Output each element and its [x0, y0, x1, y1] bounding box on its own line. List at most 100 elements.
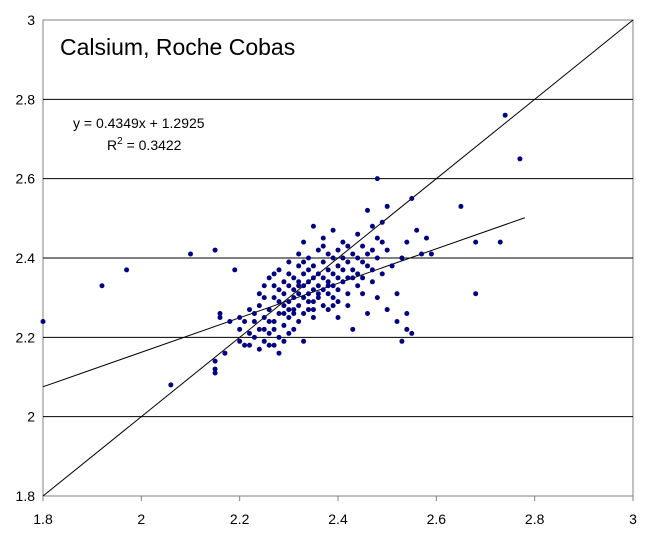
data-point: [276, 334, 282, 340]
data-point: [301, 295, 307, 301]
data-point: [212, 358, 218, 364]
data-point: [379, 219, 385, 225]
data-point: [261, 283, 267, 289]
data-point: [281, 338, 287, 344]
data-point: [345, 291, 351, 297]
data-point: [320, 275, 326, 281]
data-point: [271, 271, 277, 277]
data-point: [365, 207, 370, 213]
data-point: [251, 334, 257, 340]
data-point: [237, 315, 243, 320]
data-point: [306, 279, 311, 285]
data-point: [458, 203, 464, 209]
data-point: [281, 291, 287, 297]
data-point: [404, 311, 410, 317]
reference-lines: [42, 19, 634, 497]
data-point: [428, 251, 434, 257]
data-point: [414, 227, 420, 233]
y-tick-label: 2.2: [16, 329, 36, 345]
x-tick-label: 2.8: [525, 511, 545, 527]
data-point: [379, 239, 385, 245]
data-point: [360, 275, 366, 281]
x-tick-label: 2.4: [328, 511, 348, 527]
data-points: [40, 112, 523, 388]
data-point: [301, 259, 307, 265]
x-tick-label: 1.8: [33, 511, 53, 527]
x-tick-label: 2.2: [230, 511, 250, 527]
data-point: [296, 318, 302, 324]
data-point: [335, 247, 341, 253]
data-point: [247, 342, 252, 348]
data-point: [399, 255, 405, 261]
data-point: [325, 307, 331, 313]
data-point: [310, 299, 316, 305]
data-point: [281, 322, 287, 328]
data-point: [271, 318, 277, 324]
data-point: [399, 338, 405, 344]
data-point: [281, 311, 287, 317]
data-point: [404, 239, 410, 245]
data-point: [310, 263, 316, 269]
data-point: [325, 291, 331, 297]
r-squared-prefix: R: [107, 137, 117, 153]
data-point: [301, 311, 307, 317]
data-point: [497, 239, 503, 245]
data-point: [350, 275, 356, 281]
data-point: [291, 311, 297, 317]
y-tick-label: 2.4: [16, 250, 36, 266]
data-point: [291, 287, 297, 293]
data-point: [335, 275, 341, 281]
data-point: [261, 295, 267, 301]
data-point: [296, 279, 302, 285]
data-point: [291, 307, 297, 313]
data-point: [345, 303, 351, 309]
data-point: [320, 259, 326, 265]
data-point: [394, 318, 400, 324]
data-point: [320, 287, 326, 293]
data-point: [355, 283, 361, 289]
data-point: [301, 271, 307, 277]
data-point: [296, 263, 302, 269]
data-point: [473, 239, 479, 245]
data-point: [256, 326, 262, 332]
data-point: [350, 251, 356, 257]
data-point: [276, 299, 282, 305]
data-point: [335, 299, 341, 305]
data-point: [271, 295, 277, 301]
data-point: [212, 370, 218, 376]
data-point: [315, 247, 321, 253]
data-point: [256, 303, 262, 309]
identity-line: [42, 19, 634, 497]
data-point: [286, 315, 292, 320]
data-point: [310, 315, 316, 320]
data-point: [188, 251, 193, 257]
data-point: [222, 350, 228, 356]
trendline-equation: y = 0.4349x + 1.2925: [73, 115, 205, 131]
data-point: [355, 231, 361, 237]
data-point: [330, 303, 336, 309]
data-point: [374, 235, 380, 241]
data-point: [306, 255, 311, 261]
data-point: [365, 251, 370, 257]
data-point: [374, 255, 380, 261]
trendline: [42, 217, 525, 388]
data-point: [355, 271, 361, 277]
data-point: [320, 243, 326, 249]
data-point: [345, 259, 351, 265]
data-point: [310, 307, 316, 313]
data-point: [394, 291, 400, 297]
data-point: [301, 239, 307, 245]
data-point: [266, 275, 272, 281]
data-point: [315, 291, 321, 297]
data-point: [247, 330, 252, 336]
data-point: [325, 283, 331, 289]
data-point: [237, 338, 243, 344]
data-point: [473, 291, 479, 297]
r-squared-superscript: 2: [117, 136, 123, 147]
data-point: [369, 223, 375, 229]
data-point: [124, 267, 130, 273]
data-point: [389, 263, 395, 269]
data-point: [365, 263, 370, 269]
data-point: [237, 326, 243, 332]
data-point: [286, 307, 292, 313]
